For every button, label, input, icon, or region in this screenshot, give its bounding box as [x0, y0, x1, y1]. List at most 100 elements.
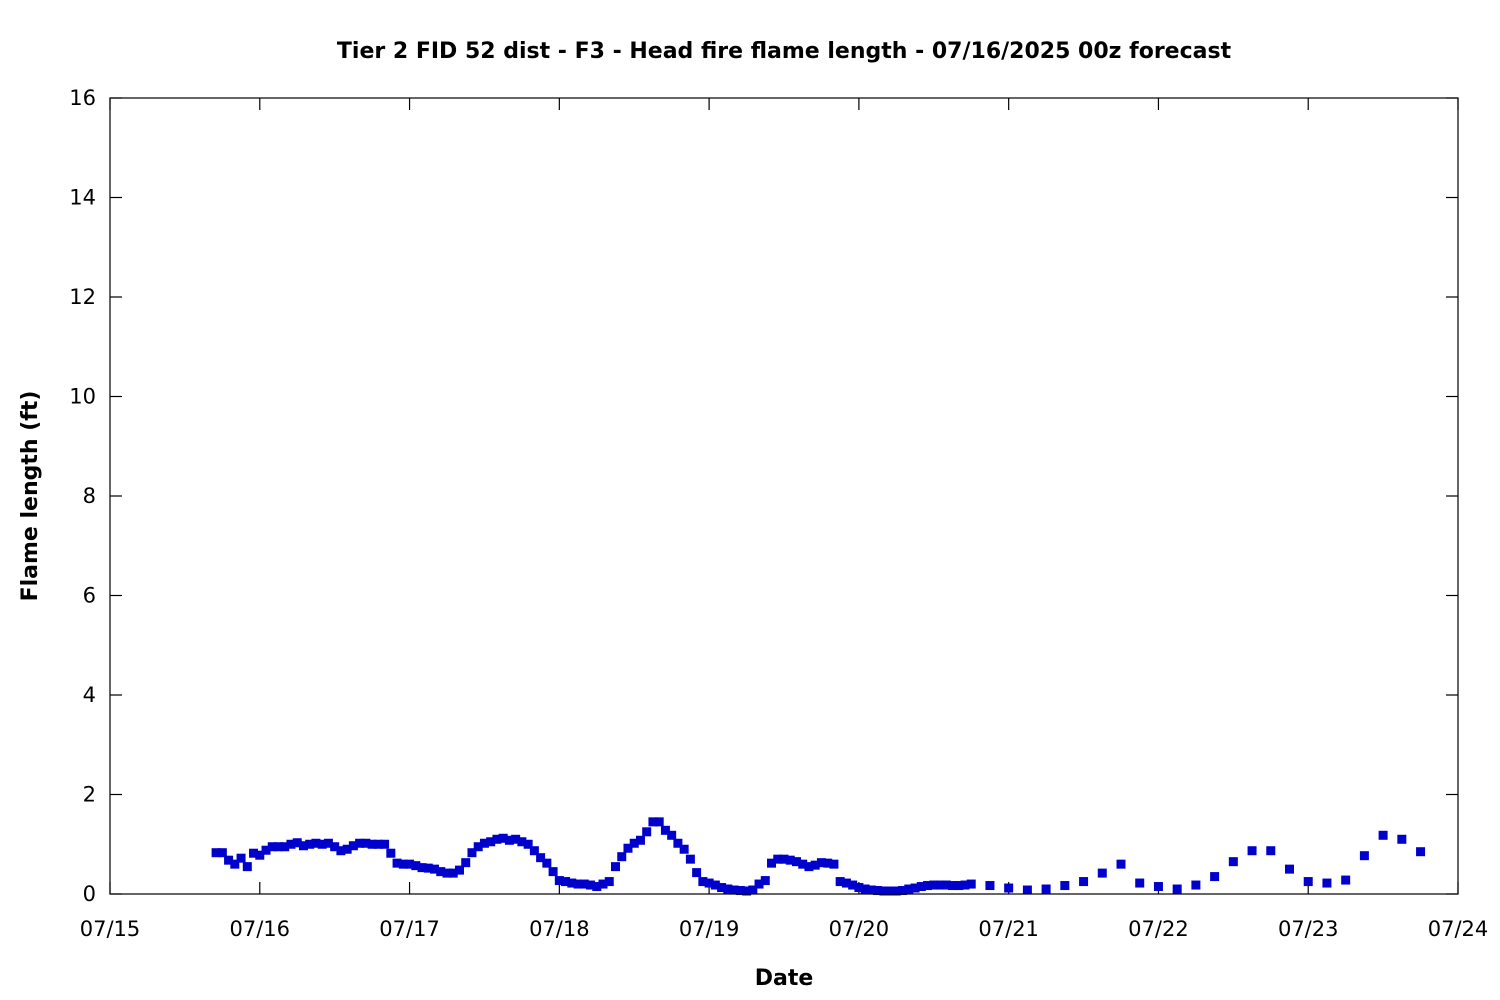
data-point [910, 883, 920, 893]
data-point [255, 850, 265, 860]
data-point [242, 862, 252, 872]
data-point [1285, 864, 1294, 874]
data-point [1341, 875, 1351, 885]
data-point [586, 880, 596, 890]
data-point [1041, 884, 1051, 894]
data-point [492, 834, 502, 844]
data-point [1416, 847, 1426, 857]
data-point [773, 854, 783, 864]
data-point [1191, 880, 1201, 890]
data-point [835, 877, 845, 887]
data-point [511, 834, 521, 844]
data-point [648, 817, 658, 827]
data-point [267, 842, 277, 852]
data-point [779, 854, 789, 864]
data-point [317, 839, 327, 849]
data-point [361, 838, 371, 848]
x-axis-label: Date [755, 966, 814, 991]
data-point [348, 841, 358, 851]
chart-title: Tier 2 FID 52 dist - F3 - Head fire flam… [337, 39, 1232, 64]
data-point [236, 853, 246, 863]
data-point [841, 878, 851, 888]
data-point [529, 846, 539, 856]
data-point [904, 884, 914, 894]
data-point [1378, 830, 1388, 840]
data-point [542, 858, 552, 868]
x-tick-label: 07/22 [1128, 917, 1189, 941]
data-point [935, 880, 945, 890]
data-point [879, 886, 889, 896]
data-point [417, 863, 427, 873]
data-point [685, 854, 695, 864]
data-point [948, 881, 957, 891]
data-point [723, 884, 733, 894]
y-tick-label: 4 [83, 683, 96, 707]
data-point [1322, 878, 1332, 888]
data-point [367, 839, 377, 849]
data-point [355, 838, 365, 848]
data-point [405, 859, 415, 869]
data-point [454, 865, 464, 875]
data-point [679, 844, 689, 854]
data-point [336, 846, 346, 856]
y-tick-label: 16 [69, 86, 96, 110]
data-point [498, 833, 508, 843]
data-point [823, 858, 833, 868]
data-point [985, 881, 995, 891]
data-point [224, 855, 234, 865]
data-point [311, 838, 321, 848]
data-point [536, 853, 546, 863]
data-point [1079, 877, 1089, 887]
data-point [573, 879, 583, 889]
data-point [1135, 878, 1145, 888]
data-point [1022, 885, 1032, 895]
data-point [611, 862, 620, 872]
x-tick-label: 07/18 [529, 917, 590, 941]
x-tick-label: 07/19 [679, 917, 740, 941]
data-point [436, 867, 446, 877]
data-point [729, 885, 739, 895]
data-points [211, 817, 1426, 896]
data-point [423, 863, 433, 873]
data-point [1247, 846, 1257, 856]
x-tick-label: 07/23 [1278, 917, 1339, 941]
data-point [916, 882, 926, 892]
data-point [567, 878, 577, 888]
data-point [373, 839, 383, 849]
data-point [249, 848, 259, 858]
y-tick-label: 0 [83, 882, 96, 906]
data-point [829, 859, 839, 869]
data-point [598, 879, 608, 889]
data-point [274, 842, 283, 852]
data-point [1116, 859, 1126, 869]
data-point [654, 817, 664, 827]
data-point [854, 883, 864, 893]
data-point [1172, 884, 1182, 894]
data-point [1228, 857, 1238, 867]
y-tick-label: 14 [69, 186, 96, 210]
data-point [704, 878, 714, 888]
data-point [473, 842, 483, 852]
data-point [898, 886, 908, 896]
data-point [448, 868, 458, 878]
y-tick-label: 8 [83, 484, 96, 508]
data-point [467, 848, 477, 858]
data-point [442, 868, 452, 878]
x-tick-label: 07/20 [829, 917, 890, 941]
data-point [891, 886, 901, 896]
data-point [642, 827, 652, 837]
data-point [798, 859, 808, 869]
data-point [386, 848, 396, 858]
data-point [966, 879, 976, 889]
data-point [1153, 882, 1163, 892]
data-point [292, 838, 302, 848]
data-point [1004, 883, 1014, 893]
data-point [742, 886, 752, 896]
data-point [430, 864, 440, 874]
data-point [1303, 877, 1313, 887]
data-point [1266, 846, 1276, 856]
data-point [392, 858, 402, 868]
data-point [604, 877, 614, 887]
